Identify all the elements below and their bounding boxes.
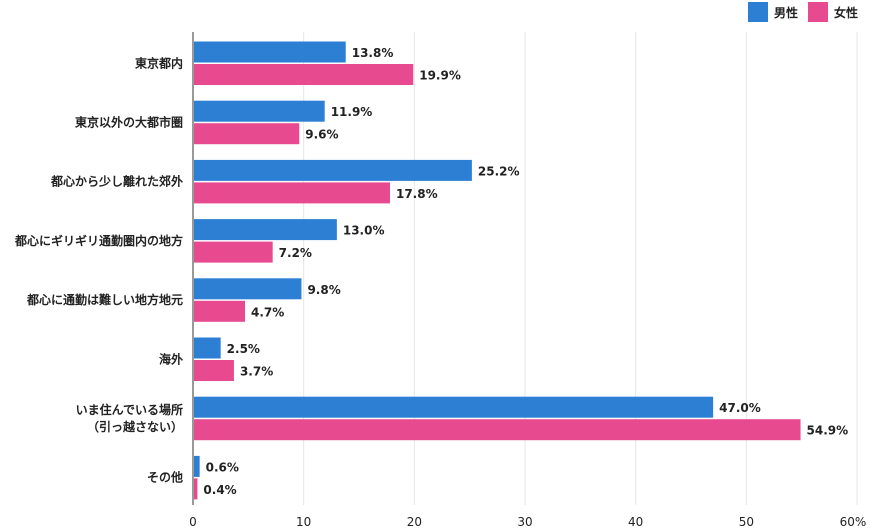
bar-male [194, 396, 714, 418]
bar-female [194, 478, 198, 500]
legend-item-male: 男性 [747, 2, 798, 22]
bar-male [194, 219, 337, 241]
data-label: 54.9% [807, 424, 849, 438]
data-label: 0.4% [203, 483, 236, 497]
category-label: 都心にギリギリ通勤圏内の地方 [14, 233, 183, 248]
bar-female [194, 241, 273, 263]
data-label: 13.0% [343, 224, 385, 238]
data-label: 19.9% [419, 69, 461, 83]
bar-female [194, 360, 234, 381]
category-label: 都心に通勤は難しい地方地元 [26, 292, 183, 307]
category-label: その他 [147, 470, 183, 485]
x-tick-label: 0 [189, 515, 197, 529]
category-label: 都心から少し離れた郊外 [50, 174, 183, 189]
x-tick-label: 50 [739, 515, 754, 529]
data-label: 25.2% [478, 164, 520, 178]
category-label: 海外 [159, 351, 183, 366]
legend-item-female: 女性 [807, 2, 858, 22]
data-label: 0.6% [206, 460, 239, 474]
category-label: 東京以外の大都市圏 [75, 114, 183, 129]
category-label: 東京都内 [135, 55, 183, 70]
bar-male [194, 455, 200, 477]
x-tick-label: 60% [840, 515, 867, 529]
bar-male [194, 278, 302, 300]
data-label: 13.8% [352, 46, 394, 60]
data-label: 11.9% [331, 105, 373, 119]
bar-male [194, 159, 472, 181]
data-label: 17.8% [396, 187, 438, 201]
bar-male [194, 337, 221, 359]
category-label: いま住んでいる場所 [76, 402, 183, 417]
bar-female [194, 64, 414, 85]
legend-label-male: 男性 [773, 5, 798, 20]
bar-male [194, 100, 325, 122]
x-tick-label: 20 [407, 515, 422, 529]
bar-female [194, 123, 300, 145]
legend-swatch-female [807, 2, 828, 22]
legend: 男性 女性 [747, 2, 858, 22]
bar-female [194, 419, 801, 441]
data-label: 9.6% [305, 128, 338, 142]
bar-female [194, 300, 246, 322]
data-label: 47.0% [719, 401, 761, 415]
bar-female [194, 182, 390, 204]
bar-male [194, 41, 346, 63]
x-tick-label: 10 [296, 515, 311, 529]
data-label: 2.5% [227, 342, 260, 356]
data-label: 9.8% [307, 283, 340, 297]
legend-swatch-male [747, 2, 768, 22]
data-label: 4.7% [251, 305, 284, 319]
x-tick-label: 40 [628, 515, 643, 529]
legend-label-female: 女性 [833, 5, 858, 20]
data-label: 3.7% [240, 365, 273, 379]
category-label: （引っ越さない） [87, 419, 183, 434]
data-label: 7.2% [279, 246, 312, 260]
x-tick-label: 30 [517, 515, 532, 529]
